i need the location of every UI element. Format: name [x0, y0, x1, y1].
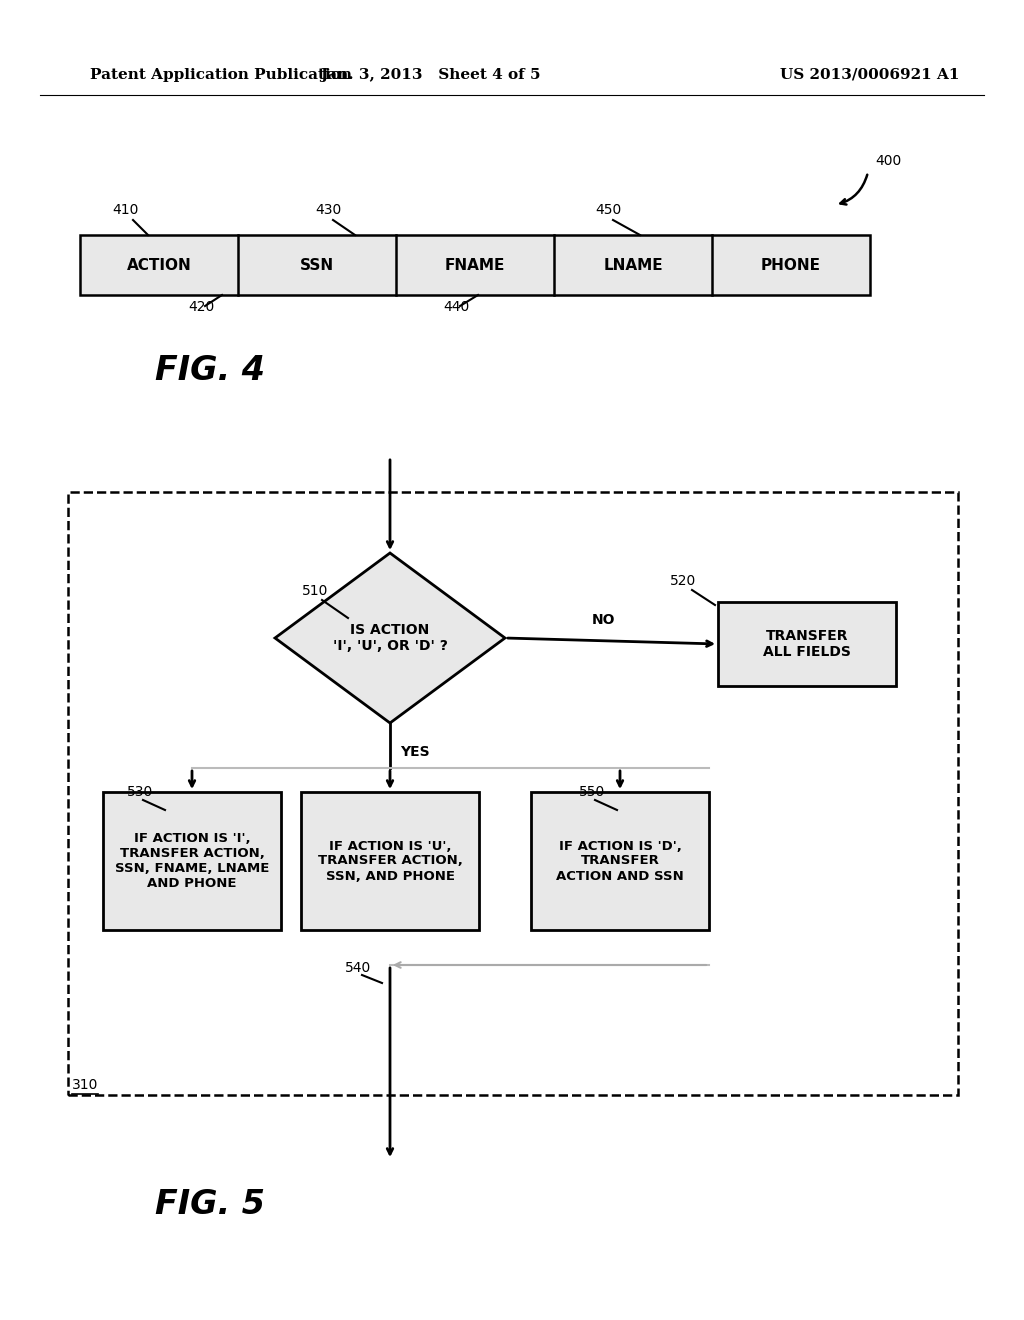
- Bar: [80, 235, 870, 294]
- Bar: [68, 492, 958, 1096]
- Text: 510: 510: [302, 583, 329, 598]
- Text: ACTION: ACTION: [127, 257, 191, 272]
- Text: IF ACTION IS 'D',
TRANSFER
ACTION AND SSN: IF ACTION IS 'D', TRANSFER ACTION AND SS…: [556, 840, 684, 883]
- Text: 450: 450: [595, 203, 622, 216]
- Text: FNAME: FNAME: [444, 257, 505, 272]
- Bar: [718, 602, 896, 686]
- Bar: [301, 792, 479, 931]
- Text: 310: 310: [72, 1078, 98, 1092]
- Text: IF ACTION IS 'U',
TRANSFER ACTION,
SSN, AND PHONE: IF ACTION IS 'U', TRANSFER ACTION, SSN, …: [317, 840, 463, 883]
- Text: YES: YES: [400, 744, 430, 759]
- Text: FIG. 4: FIG. 4: [155, 354, 265, 387]
- Text: NO: NO: [592, 612, 615, 627]
- Text: 400: 400: [874, 154, 901, 168]
- Text: 530: 530: [127, 785, 154, 799]
- Text: 440: 440: [443, 300, 469, 314]
- Polygon shape: [275, 553, 505, 723]
- Text: Jan. 3, 2013   Sheet 4 of 5: Jan. 3, 2013 Sheet 4 of 5: [319, 69, 541, 82]
- Text: Patent Application Publication: Patent Application Publication: [90, 69, 352, 82]
- Text: 550: 550: [579, 785, 605, 799]
- Text: 410: 410: [112, 203, 138, 216]
- Text: 430: 430: [315, 203, 341, 216]
- Text: SSN: SSN: [300, 257, 334, 272]
- Text: 520: 520: [670, 574, 696, 587]
- Text: PHONE: PHONE: [761, 257, 821, 272]
- Text: 420: 420: [188, 300, 214, 314]
- Text: IS ACTION
'I', 'U', OR 'D' ?: IS ACTION 'I', 'U', OR 'D' ?: [333, 623, 447, 653]
- Text: 540: 540: [345, 961, 372, 975]
- Text: FIG. 5: FIG. 5: [155, 1188, 265, 1221]
- Bar: [103, 792, 281, 931]
- Text: IF ACTION IS 'I',
TRANSFER ACTION,
SSN, FNAME, LNAME
AND PHONE: IF ACTION IS 'I', TRANSFER ACTION, SSN, …: [115, 832, 269, 890]
- Text: TRANSFER
ALL FIELDS: TRANSFER ALL FIELDS: [763, 628, 851, 659]
- Text: LNAME: LNAME: [603, 257, 663, 272]
- Text: US 2013/0006921 A1: US 2013/0006921 A1: [780, 69, 959, 82]
- Bar: [531, 792, 709, 931]
